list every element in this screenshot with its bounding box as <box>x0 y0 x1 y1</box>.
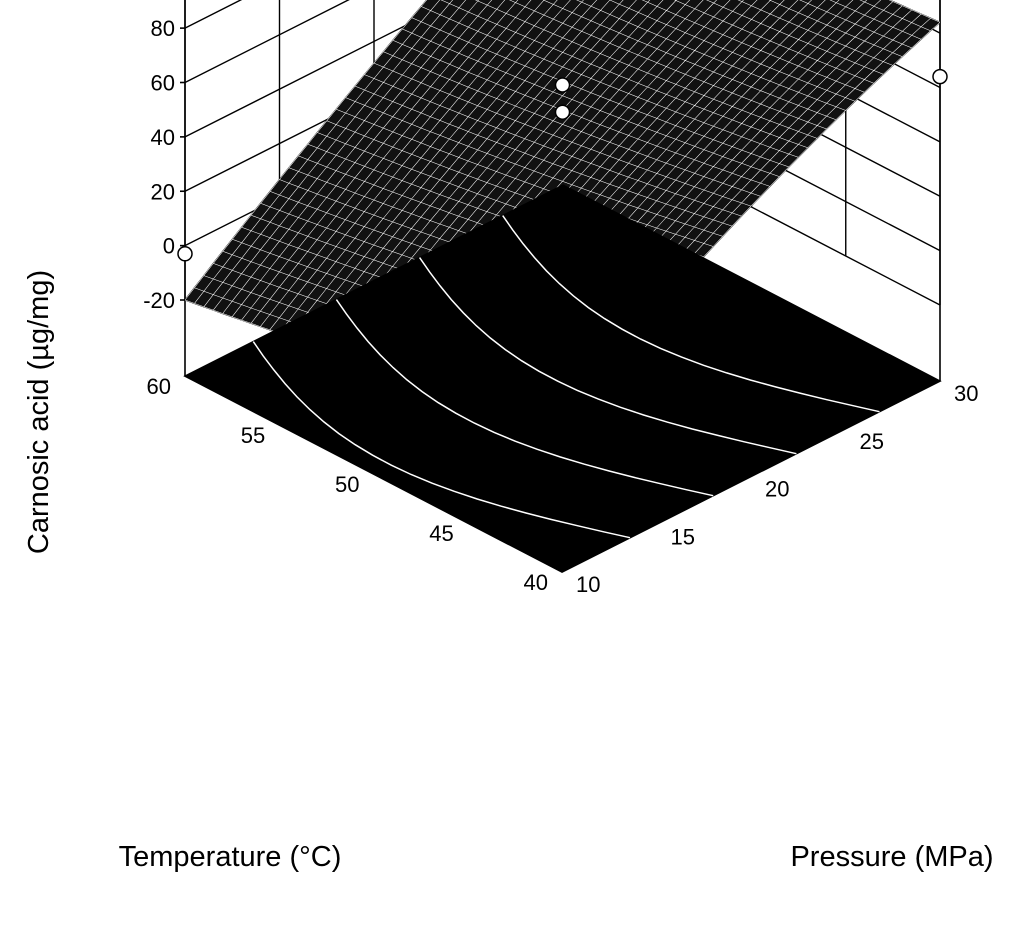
contour-floor <box>183 184 942 573</box>
pressure-tick-label: 25 <box>860 429 884 454</box>
surface-mesh-line <box>402 28 780 177</box>
surface-mesh-line <box>373 62 752 207</box>
pressure-tick-label: 10 <box>576 572 600 597</box>
contour-line <box>252 341 631 539</box>
surface-mesh-line <box>609 0 856 102</box>
surface-mesh-line <box>799 0 912 49</box>
surface-mesh-line <box>336 108 714 247</box>
surface-mesh-line <box>768 0 903 57</box>
surface-mesh-line <box>576 0 846 111</box>
design-point <box>554 77 571 93</box>
pressure-axis-title: Pressure (MPa) <box>790 841 993 873</box>
temperature-tick-label: 50 <box>335 472 359 497</box>
tick-labels: 140120100806040200-206055504540101520253… <box>143 16 978 597</box>
surface-mesh-line <box>345 97 723 237</box>
surface-mesh-line <box>474 0 818 139</box>
z-tick-label: 0 <box>163 234 175 259</box>
surface-mesh-line <box>737 0 893 66</box>
surface-mesh-line <box>440 0 808 149</box>
contour-line <box>418 257 797 455</box>
pressure-tick-label: 15 <box>671 524 695 549</box>
z-tick-label: -20 <box>143 288 175 313</box>
design-point <box>932 68 948 85</box>
z-tick-label: 40 <box>151 125 175 150</box>
surface-mesh-line <box>421 6 799 158</box>
surface-mesh-line <box>859 0 931 31</box>
surface-mesh-line <box>392 40 770 187</box>
surface-mesh-line <box>674 0 874 84</box>
surface-mesh-line <box>829 0 922 40</box>
temperature-axis-title: Temperature (°C) <box>119 841 342 873</box>
z-tick-label: 80 <box>151 16 175 41</box>
z-tick-label: 60 <box>151 71 175 96</box>
surface-mesh-line <box>383 51 761 197</box>
surface-mesh-line <box>509 0 827 130</box>
surface-mesh-line <box>364 74 742 217</box>
z-axis-title: Carnosic acid (µg/mg) <box>23 270 55 554</box>
surface-mesh-line <box>641 0 865 93</box>
contour-line <box>335 299 714 497</box>
floor-plane <box>183 184 942 573</box>
temperature-tick-label: 40 <box>524 570 548 595</box>
temperature-tick-label: 60 <box>147 374 171 399</box>
temperature-tick-label: 45 <box>429 521 453 546</box>
temperature-tick-label: 55 <box>241 423 265 448</box>
pressure-tick-label: 20 <box>765 477 789 502</box>
surface-mesh-line <box>411 17 789 168</box>
design-point <box>554 104 571 120</box>
surface-mesh-line <box>354 85 733 227</box>
design-point <box>177 246 193 262</box>
z-tick-label: 20 <box>151 179 175 204</box>
contour-line <box>502 215 880 413</box>
surface-mesh-line <box>542 0 837 120</box>
pressure-tick-label: 30 <box>954 381 978 406</box>
surface-mesh-line <box>706 0 884 75</box>
